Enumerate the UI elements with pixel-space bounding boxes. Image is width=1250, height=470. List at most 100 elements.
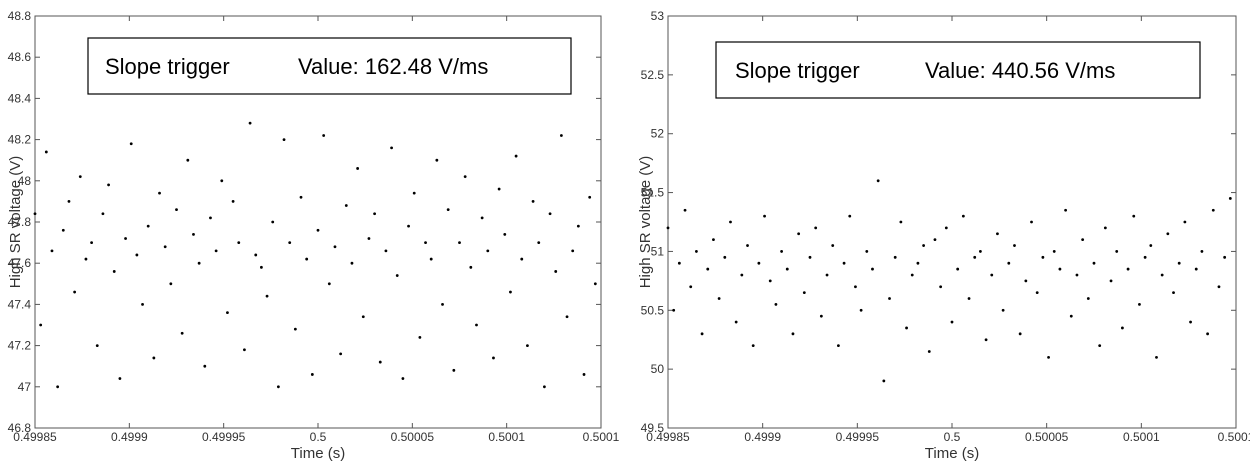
- point: [373, 212, 376, 216]
- point: [543, 385, 546, 389]
- point: [819, 314, 823, 318]
- point: [950, 320, 954, 324]
- point: [407, 224, 410, 228]
- point: [677, 261, 681, 265]
- point: [367, 237, 371, 240]
- point: [401, 377, 405, 380]
- point: [876, 179, 880, 183]
- x-tick-label: 0.49985: [13, 430, 57, 444]
- point: [260, 265, 263, 269]
- point: [124, 237, 127, 240]
- point: [854, 285, 857, 289]
- point: [305, 257, 309, 261]
- point: [729, 220, 732, 224]
- point: [486, 249, 490, 253]
- point: [780, 250, 783, 253]
- point: [802, 291, 806, 295]
- point: [441, 303, 444, 306]
- point: [695, 250, 698, 253]
- point: [248, 121, 252, 125]
- point: [129, 142, 133, 146]
- y-tick-label: 47: [18, 380, 32, 394]
- point: [1172, 291, 1175, 295]
- point: [169, 282, 173, 286]
- y-tick-label: 48.4: [8, 91, 32, 105]
- y-tick-label: 46.8: [8, 421, 32, 435]
- y-tick-label: 47.6: [8, 256, 32, 270]
- x-tick-label: 0.5001: [488, 430, 525, 444]
- point: [757, 261, 761, 265]
- point: [1058, 267, 1062, 271]
- point: [226, 311, 229, 315]
- point: [118, 377, 122, 380]
- point: [475, 323, 478, 327]
- point: [78, 175, 82, 179]
- y-tick-label: 48.2: [8, 133, 32, 147]
- point: [899, 220, 903, 224]
- point: [180, 331, 184, 335]
- x-tick-label: 0.5001: [1123, 430, 1160, 444]
- point: [378, 360, 382, 364]
- point: [672, 308, 676, 312]
- x-tick-label: 0.5001: [1218, 430, 1250, 444]
- y-tick-label: 47.2: [8, 339, 32, 353]
- point: [1206, 332, 1209, 336]
- point: [831, 244, 835, 247]
- point: [916, 261, 920, 265]
- point: [888, 297, 891, 300]
- point: [1109, 279, 1113, 283]
- point: [746, 244, 749, 247]
- point: [158, 191, 161, 195]
- point: [214, 249, 218, 253]
- point: [1149, 244, 1153, 247]
- point: [933, 238, 937, 242]
- point: [288, 241, 292, 245]
- point: [717, 297, 721, 300]
- point: [548, 212, 552, 216]
- annotation: Value: 162.48 V/ms: [298, 54, 488, 79]
- point: [90, 241, 93, 245]
- point: [905, 326, 908, 330]
- point: [531, 200, 535, 203]
- point: [565, 315, 569, 319]
- point: [1121, 326, 1124, 330]
- x-axis-label: Time (s): [925, 445, 979, 462]
- point: [1103, 226, 1107, 230]
- point: [1183, 220, 1187, 224]
- point: [339, 352, 343, 356]
- point: [751, 344, 755, 347]
- y-tick-label: 49.5: [641, 421, 665, 435]
- point: [209, 216, 212, 220]
- point: [554, 270, 558, 273]
- y-axis-label: High SR voltage (V): [637, 156, 654, 289]
- point: [310, 373, 314, 376]
- point: [1001, 308, 1005, 312]
- y-tick-label: 47.4: [8, 297, 32, 311]
- x-tick-label: 0.49985: [646, 430, 690, 444]
- point: [537, 241, 541, 245]
- point: [1166, 232, 1170, 236]
- point: [910, 273, 914, 277]
- point: [446, 208, 450, 212]
- point: [237, 241, 241, 245]
- point: [893, 255, 897, 259]
- point: [344, 204, 348, 207]
- point: [67, 200, 71, 203]
- point: [1155, 355, 1158, 359]
- point: [1194, 267, 1198, 271]
- point: [967, 297, 971, 300]
- point: [276, 385, 280, 389]
- point: [956, 267, 960, 271]
- x-tick-label: 0.49995: [836, 430, 880, 444]
- point: [825, 273, 829, 277]
- point: [146, 224, 150, 228]
- point: [322, 134, 326, 137]
- point: [865, 250, 869, 253]
- point: [220, 179, 224, 183]
- point: [356, 167, 360, 170]
- point: [1041, 255, 1045, 259]
- y-tick-label: 51.5: [641, 186, 665, 200]
- point: [44, 150, 48, 154]
- point: [435, 158, 439, 162]
